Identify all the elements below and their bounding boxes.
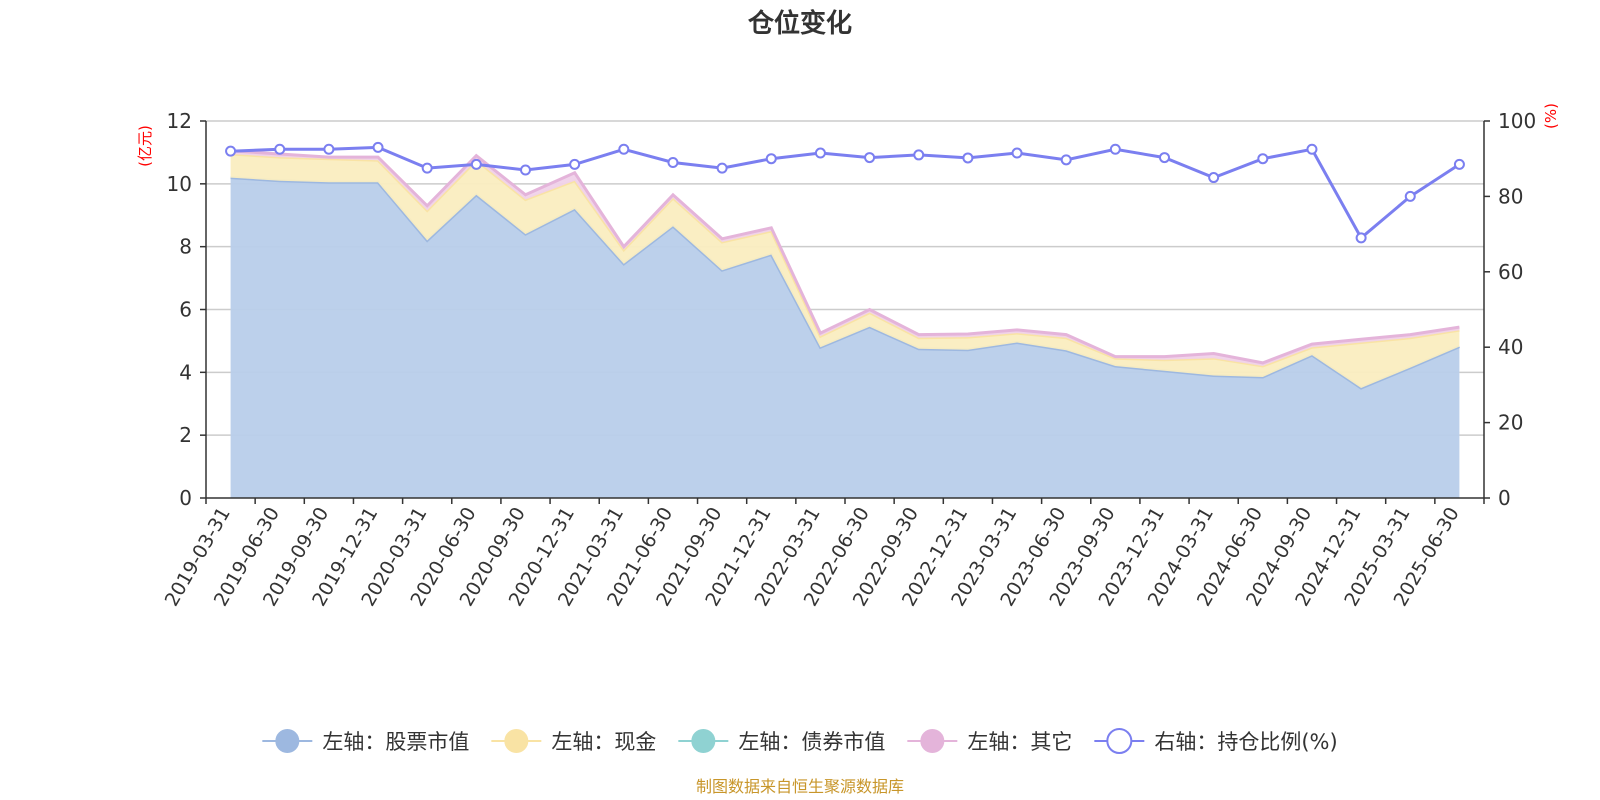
ratio-point [814,147,826,159]
ratio-point [274,143,286,155]
y-right-tick-label: 20 [1498,411,1523,435]
y-left-tick-label: 2 [179,423,192,447]
legend-label: 右轴：持仓比例(%) [1154,730,1337,754]
y-left-tick-label: 12 [167,109,192,133]
legend-item[interactable]: 左轴：其它 [907,729,1072,754]
ratio-point [225,145,237,157]
legend-circle-icon [920,729,945,753]
ratio-point [1159,152,1170,164]
chart-title: 仓位变化 [747,8,852,39]
left-axis-unit: (亿元) [136,125,154,167]
y-right-tick-label: 60 [1498,260,1523,284]
legend-label: 左轴：股票市值 [322,730,469,754]
legend-item[interactable]: 左轴：债券市值 [678,729,885,754]
ratio-point [323,143,335,155]
y-right-tick-label: 100 [1498,109,1536,133]
ratio-point [864,152,876,164]
ratio-point [1060,154,1072,166]
ratio-point [1208,172,1220,184]
ratio-point [1257,153,1269,165]
legend-circle-icon [691,729,716,753]
legend-circle-icon [1106,728,1133,754]
legend-item[interactable]: 右轴：持仓比例(%) [1094,728,1338,754]
ratio-point [1306,143,1318,155]
ratio-point [962,152,974,164]
ratio-point [520,164,531,176]
ratio-point [1355,232,1367,244]
legend-label: 左轴：现金 [551,730,656,754]
y-left-tick-label: 8 [179,235,192,259]
ratio-line [230,145,1461,241]
ratio-point [667,156,679,168]
legend-circle-icon [275,729,300,753]
legend-item[interactable]: 左轴：现金 [491,729,656,754]
ratio-point [569,158,581,170]
area-左轴：现金 [230,154,1460,388]
y-right-tick-label: 40 [1498,335,1523,359]
area-top-line [230,149,1460,365]
area-series [230,149,1460,498]
legend-item[interactable]: 左轴：股票市值 [262,729,469,754]
y-right-tick-label: 80 [1498,184,1523,208]
data-source-note: 制图数据来自恒生聚源数据库 [696,777,904,796]
ratio-line-series [225,141,1465,244]
y-left-tick-label: 6 [179,298,192,322]
ratio-point [372,141,384,153]
y-right-tick-label: 0 [1498,486,1511,510]
ratio-point [1011,147,1023,159]
ratio-point [1453,158,1465,170]
y-left-tick-label: 4 [179,360,192,384]
legend-label: 左轴：其它 [967,730,1072,754]
legend-label: 左轴：债券市值 [738,730,885,754]
ratio-point [1109,143,1121,155]
ratio-point [618,143,630,155]
y-left-tick-label: 0 [179,486,192,510]
ratio-point [765,153,777,165]
right-axis-unit: (%) [1542,103,1560,129]
ratio-point [421,162,433,174]
ratio-point [1404,190,1416,202]
ratio-point [470,158,482,170]
legend[interactable]: 左轴：股票市值 左轴：现金 左轴：债券市值 左轴：其它 右轴：持仓比例(%) [262,728,1338,754]
ratio-point [913,149,925,161]
ratio-point [716,162,728,174]
y-left-tick-label: 10 [167,172,192,196]
legend-circle-icon [504,729,529,753]
